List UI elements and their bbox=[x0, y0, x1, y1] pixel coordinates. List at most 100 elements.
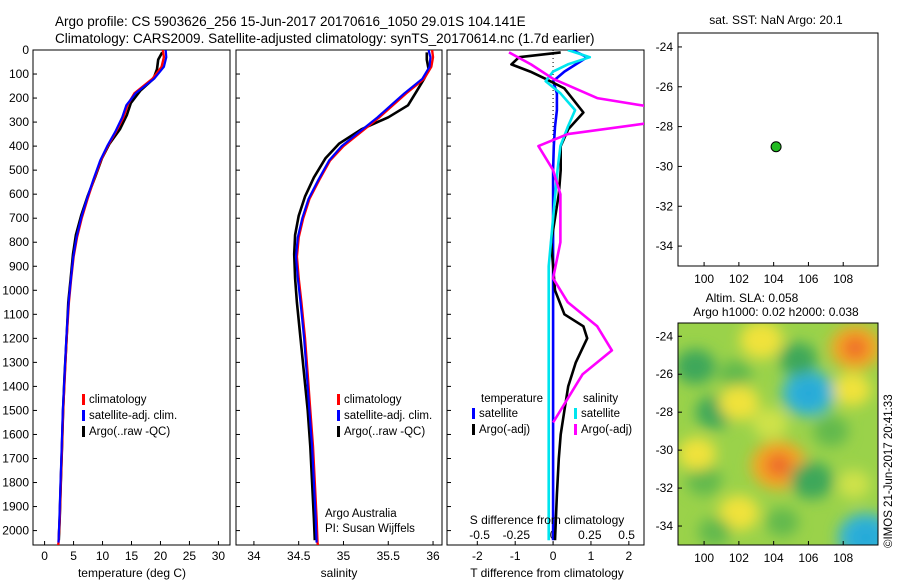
map-y-tick-label: -34 bbox=[656, 239, 674, 253]
sla-heatmap bbox=[678, 323, 878, 545]
y-tick-label: 400 bbox=[9, 139, 29, 153]
series-line-argo bbox=[292, 52, 430, 541]
y-tick-label: 1700 bbox=[2, 451, 29, 465]
x-tick-label: 5 bbox=[70, 549, 77, 563]
y-tick-label: 1400 bbox=[2, 379, 29, 393]
y-tick-label: 1600 bbox=[2, 427, 29, 441]
y-tick-label: 600 bbox=[9, 187, 29, 201]
legend-swatch bbox=[472, 424, 475, 435]
map-x-tick-label: 100 bbox=[694, 551, 714, 565]
y-tick-label: 800 bbox=[9, 235, 29, 249]
s-tick-label: -0.5 bbox=[469, 528, 490, 542]
sla-anomaly-core bbox=[852, 525, 878, 545]
legend-entry: satellite bbox=[479, 408, 518, 420]
temperature-plot-frame bbox=[32, 49, 231, 546]
legend-swatch bbox=[574, 424, 577, 435]
y-tick-label: 300 bbox=[9, 115, 29, 129]
y-tick-label: 100 bbox=[9, 67, 29, 81]
legend-entry: satellite-adj. clim. bbox=[89, 410, 177, 422]
map-y-tick-label: -32 bbox=[656, 199, 674, 213]
legend-entry: Argo(-adj) bbox=[479, 424, 530, 436]
sla-anomaly bbox=[765, 507, 799, 537]
y-tick-label: 1800 bbox=[2, 476, 29, 490]
x-tick-label: -2 bbox=[472, 549, 483, 563]
y-tick-label: 1200 bbox=[2, 331, 29, 345]
x-tick-label: -1 bbox=[510, 549, 521, 563]
salinity-axes: 34 34.5 35 35.5 36 bbox=[236, 49, 440, 563]
sla-anomaly-field bbox=[678, 323, 878, 545]
map-x-tick-label: 106 bbox=[798, 272, 818, 286]
sla-anomaly bbox=[686, 465, 722, 496]
legend-entry: Argo(..raw -QC) bbox=[89, 426, 170, 438]
legend-swatch bbox=[337, 410, 340, 421]
sla-anomaly bbox=[678, 437, 717, 471]
temperature-x-label: temperature (deg C) bbox=[78, 566, 186, 580]
sla-anomaly bbox=[698, 517, 731, 545]
sla-anomaly-core bbox=[843, 336, 868, 359]
legend-swatch bbox=[82, 410, 85, 421]
sla-anomaly bbox=[718, 359, 752, 389]
y-tick-label: 500 bbox=[9, 163, 29, 177]
y-tick-label: 200 bbox=[9, 91, 29, 105]
salinity-plot-frame bbox=[235, 49, 443, 546]
y-tick-label: 1100 bbox=[3, 307, 29, 321]
legend-entry: climatology bbox=[344, 394, 402, 406]
x-tick-label: 0 bbox=[550, 549, 557, 563]
y-tick-label: 700 bbox=[9, 211, 29, 225]
t-difference-label: T difference from climatology bbox=[470, 566, 624, 580]
diff-series-temperature-0 bbox=[551, 50, 589, 541]
legend-entry: satellite bbox=[581, 408, 620, 420]
series-line-climatology bbox=[295, 50, 435, 545]
y-tick-label: 1500 bbox=[2, 403, 29, 417]
x-tick-label: 15 bbox=[125, 549, 139, 563]
salinity-legend: climatology satellite-adj. clim. Argo(..ra… bbox=[337, 394, 432, 438]
series-line-climatology bbox=[56, 50, 166, 545]
pi-annotation: PI: Susan Wijffels bbox=[325, 523, 415, 535]
sla-anomaly bbox=[752, 408, 788, 439]
figure-title-line-2: Climatology: CARS2009. Satellite-adjuste… bbox=[55, 31, 595, 46]
map-y-tick-label: -30 bbox=[656, 443, 674, 457]
diff-series-salinity-3 bbox=[508, 51, 644, 424]
map-y-tick-label: -30 bbox=[656, 159, 674, 173]
argo-float-location bbox=[770, 141, 782, 153]
sla-map-panel: Altim. SLA: 0.058 Argo h1000: 0.02 h2000… bbox=[656, 291, 879, 565]
legend-entry: Argo(-adj) bbox=[581, 424, 632, 436]
map-y-tick-label: -26 bbox=[656, 367, 674, 381]
sla-anomaly bbox=[813, 415, 849, 447]
map-x-tick-label: 108 bbox=[833, 551, 853, 565]
figure-title-line-1: Argo profile: CS 5903626_256 15-Jun-2017… bbox=[55, 14, 526, 29]
sla-anomaly bbox=[779, 342, 817, 376]
map-x-tick-label: 108 bbox=[833, 272, 853, 286]
sla-anomaly bbox=[832, 372, 871, 406]
y-tick-label: 1300 bbox=[2, 355, 29, 369]
y-tick-label: 0 bbox=[22, 43, 29, 57]
map-y-tick-label: -28 bbox=[656, 120, 674, 134]
legend-swatch bbox=[574, 408, 577, 419]
salinity-series bbox=[292, 50, 435, 545]
sla-anomaly-core bbox=[795, 381, 822, 405]
sla-anomaly bbox=[718, 495, 760, 531]
x-tick-label: 10 bbox=[96, 549, 110, 563]
map-x-tick-label: 102 bbox=[729, 551, 749, 565]
map-x-tick-label: 104 bbox=[764, 551, 784, 565]
x-tick-label: 34.5 bbox=[287, 549, 311, 563]
temperature-series bbox=[56, 50, 168, 545]
y-tick-label: 1900 bbox=[2, 500, 29, 514]
legend-swatch bbox=[337, 426, 340, 437]
legend-entry: climatology bbox=[89, 394, 147, 406]
map-x-tick-label: 102 bbox=[729, 272, 749, 286]
x-tick-label: 35 bbox=[337, 549, 351, 563]
y-tick-label: 1000 bbox=[2, 283, 29, 297]
y-tick-label: 2000 bbox=[2, 524, 29, 538]
x-tick-label: 0 bbox=[41, 549, 48, 563]
sla-map-frame bbox=[677, 322, 879, 546]
sst-map-axes: -24 -26 -28 -30 -32 -34 100 102 104 106 108 bbox=[656, 40, 854, 286]
series-line-argo bbox=[57, 51, 164, 541]
sla-map-subtitle: Argo h1000: 0.02 h2000: 0.038 bbox=[693, 305, 859, 319]
legend-salinity-title: salinity bbox=[583, 393, 618, 405]
difference-legend: temperature salinity satellite Argo(-adj) sa… bbox=[472, 393, 632, 436]
legend-swatch bbox=[472, 408, 475, 419]
x-tick-label: 25 bbox=[183, 549, 197, 563]
